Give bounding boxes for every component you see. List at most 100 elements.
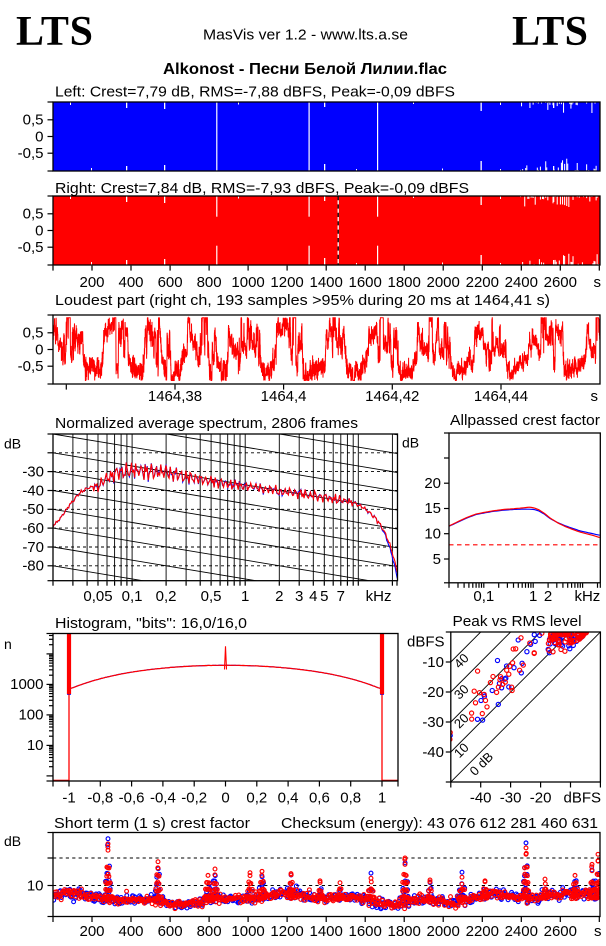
svg-text:-0,4: -0,4 bbox=[150, 790, 176, 807]
svg-text:0,1: 0,1 bbox=[473, 588, 494, 605]
svg-text:2: 2 bbox=[544, 588, 552, 605]
svg-text:1600: 1600 bbox=[349, 923, 382, 940]
svg-text:3: 3 bbox=[295, 588, 303, 605]
svg-text:Alkonost - Песни Белой Лилии.f: Alkonost - Песни Белой Лилии.flac bbox=[163, 61, 447, 78]
svg-text:dBFS: dBFS bbox=[407, 634, 445, 651]
svg-text:dB: dB bbox=[4, 436, 21, 452]
svg-text:400: 400 bbox=[118, 923, 143, 940]
svg-text:1000: 1000 bbox=[231, 923, 264, 940]
svg-text:1800: 1800 bbox=[388, 923, 421, 940]
svg-text:kHz: kHz bbox=[574, 588, 600, 605]
svg-text:100: 100 bbox=[18, 707, 43, 724]
svg-text:Peak vs RMS level: Peak vs RMS level bbox=[453, 613, 582, 630]
svg-text:0: 0 bbox=[35, 128, 43, 145]
svg-text:2600: 2600 bbox=[544, 274, 577, 291]
svg-text:1: 1 bbox=[378, 790, 386, 807]
svg-text:s: s bbox=[594, 923, 602, 940]
svg-text:1400: 1400 bbox=[310, 923, 343, 940]
svg-text:Histogram, "bits": 16,0/16,0: Histogram, "bits": 16,0/16,0 bbox=[55, 615, 247, 632]
svg-text:0,05: 0,05 bbox=[83, 588, 112, 605]
svg-text:-0,5: -0,5 bbox=[18, 145, 44, 162]
svg-text:10: 10 bbox=[27, 737, 44, 754]
svg-text:7: 7 bbox=[337, 588, 345, 605]
svg-text:-50: -50 bbox=[22, 501, 44, 518]
svg-text:800: 800 bbox=[197, 274, 222, 291]
svg-text:0: 0 bbox=[35, 222, 43, 239]
svg-text:2600: 2600 bbox=[544, 923, 577, 940]
svg-text:-30: -30 bbox=[500, 790, 522, 807]
svg-text:0: 0 bbox=[35, 341, 43, 358]
svg-text:-0,5: -0,5 bbox=[18, 239, 44, 256]
svg-text:-0,6: -0,6 bbox=[119, 790, 145, 807]
svg-text:1000: 1000 bbox=[231, 274, 264, 291]
svg-text:LTS: LTS bbox=[16, 9, 93, 55]
svg-text:Short term (1 s) crest factor: Short term (1 s) crest factor bbox=[54, 815, 250, 832]
svg-text:10: 10 bbox=[27, 877, 44, 894]
svg-text:2: 2 bbox=[275, 588, 283, 605]
svg-text:-20: -20 bbox=[530, 790, 552, 807]
svg-text:0,2: 0,2 bbox=[156, 588, 177, 605]
svg-text:-0,8: -0,8 bbox=[87, 790, 113, 807]
svg-text:10: 10 bbox=[424, 526, 441, 543]
svg-text:1400: 1400 bbox=[310, 274, 343, 291]
svg-text:-1: -1 bbox=[62, 790, 75, 807]
svg-text:15: 15 bbox=[424, 500, 441, 517]
svg-text:1200: 1200 bbox=[270, 274, 303, 291]
svg-text:Right: Crest=7,84 dB, RMS=-7,9: Right: Crest=7,84 dB, RMS=-7,93 dBFS, Pe… bbox=[55, 180, 469, 197]
svg-text:2400: 2400 bbox=[505, 923, 538, 940]
svg-text:LTS: LTS bbox=[512, 9, 588, 55]
svg-text:dB: dB bbox=[4, 833, 21, 849]
svg-text:-80: -80 bbox=[22, 558, 44, 575]
svg-text:-40: -40 bbox=[22, 482, 44, 499]
svg-text:2200: 2200 bbox=[466, 274, 499, 291]
svg-text:600: 600 bbox=[158, 274, 183, 291]
svg-text:2000: 2000 bbox=[427, 274, 460, 291]
svg-text:1464,42: 1464,42 bbox=[365, 388, 419, 405]
svg-text:s: s bbox=[594, 274, 602, 291]
svg-text:0,5: 0,5 bbox=[23, 112, 44, 129]
svg-text:-40: -40 bbox=[422, 744, 444, 761]
svg-text:1000: 1000 bbox=[10, 676, 43, 693]
svg-text:0: 0 bbox=[221, 790, 229, 807]
svg-text:dBFS: dBFS bbox=[563, 790, 601, 807]
svg-text:1: 1 bbox=[529, 588, 537, 605]
svg-text:-0,5: -0,5 bbox=[18, 358, 44, 375]
svg-text:1600: 1600 bbox=[349, 274, 382, 291]
svg-text:MasVis ver 1.2 - www.lts.a.se: MasVis ver 1.2 - www.lts.a.se bbox=[203, 28, 408, 44]
svg-text:2000: 2000 bbox=[427, 923, 460, 940]
svg-text:Normalized average spectrum, 2: Normalized average spectrum, 2806 frames bbox=[55, 415, 358, 432]
svg-text:5: 5 bbox=[433, 551, 441, 568]
svg-text:200: 200 bbox=[79, 274, 104, 291]
svg-text:600: 600 bbox=[158, 923, 183, 940]
svg-text:-30: -30 bbox=[22, 463, 44, 480]
svg-text:0,4: 0,4 bbox=[278, 790, 299, 807]
svg-text:s: s bbox=[591, 388, 599, 405]
svg-text:n: n bbox=[4, 636, 12, 652]
svg-text:kHz: kHz bbox=[366, 588, 392, 605]
svg-text:400: 400 bbox=[118, 274, 143, 291]
svg-text:Checksum (energy): 43 076 612: Checksum (energy): 43 076 612 281 460 63… bbox=[281, 815, 598, 832]
svg-text:2200: 2200 bbox=[466, 923, 499, 940]
svg-text:200: 200 bbox=[79, 923, 104, 940]
svg-text:1464,4: 1464,4 bbox=[261, 388, 307, 405]
svg-text:0,6: 0,6 bbox=[309, 790, 330, 807]
svg-text:0,5: 0,5 bbox=[23, 325, 44, 342]
svg-text:0,5: 0,5 bbox=[201, 588, 222, 605]
svg-text:Loudest part (right ch, 193 sa: Loudest part (right ch, 193 samples >95%… bbox=[55, 292, 550, 309]
svg-text:0,1: 0,1 bbox=[122, 588, 143, 605]
svg-text:-20: -20 bbox=[422, 684, 444, 701]
svg-text:-30: -30 bbox=[422, 714, 444, 731]
svg-text:1464,44: 1464,44 bbox=[474, 388, 528, 405]
svg-text:5: 5 bbox=[320, 588, 328, 605]
svg-text:1200: 1200 bbox=[270, 923, 303, 940]
svg-text:-0,2: -0,2 bbox=[181, 790, 207, 807]
svg-text:1800: 1800 bbox=[388, 274, 421, 291]
svg-text:-10: -10 bbox=[422, 654, 444, 671]
svg-text:-60: -60 bbox=[22, 520, 44, 537]
svg-text:dB: dB bbox=[402, 435, 419, 451]
svg-text:-70: -70 bbox=[22, 539, 44, 556]
svg-text:1: 1 bbox=[241, 588, 249, 605]
svg-text:0,8: 0,8 bbox=[340, 790, 361, 807]
svg-text:20: 20 bbox=[424, 475, 441, 492]
svg-text:Allpassed crest factor: Allpassed crest factor bbox=[450, 412, 600, 429]
